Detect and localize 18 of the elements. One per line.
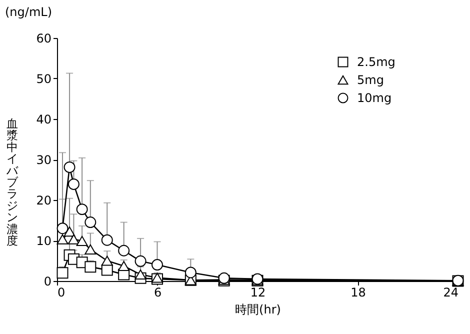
x-tick-label: 6 xyxy=(154,286,162,300)
x-tick-label: 12 xyxy=(250,286,266,300)
y-tick-label: 10 xyxy=(36,234,52,248)
y-tick-label: 30 xyxy=(36,153,52,167)
y-tick-label: 20 xyxy=(36,194,52,208)
x-axis-title: 時間(hr) xyxy=(235,302,281,316)
x-tick-label: 18 xyxy=(350,286,366,300)
legend-label: 10mg xyxy=(357,91,392,105)
x-tick-label: 24 xyxy=(443,286,458,300)
x-tick-label: 0 xyxy=(58,286,66,300)
text: 血漿中イバブラジン濃度 xyxy=(6,116,18,248)
y-tick-label: 60 xyxy=(36,32,52,46)
legend-label: 5mg xyxy=(357,73,384,87)
legend-label: 2.5mg xyxy=(357,55,396,69)
y-tick-label: 40 xyxy=(36,112,52,126)
y-tick-label: 0 xyxy=(44,274,52,288)
y-tick-label: 50 xyxy=(36,72,52,86)
text: (ng/mL) xyxy=(5,5,52,19)
